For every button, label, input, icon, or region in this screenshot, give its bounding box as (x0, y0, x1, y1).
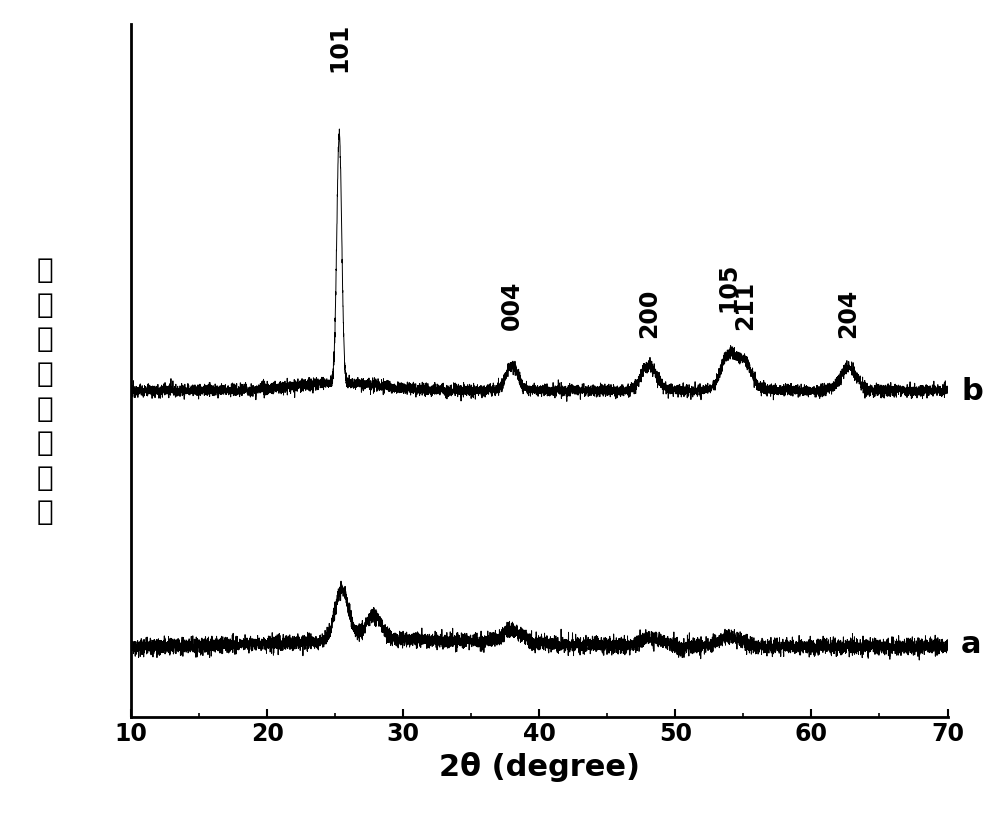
Text: 105: 105 (717, 262, 741, 312)
X-axis label: 2θ (degree): 2θ (degree) (438, 751, 640, 782)
Text: 211: 211 (733, 281, 757, 330)
Text: 强
度
（
任
意
单
位
）: 强 度 （ 任 意 单 位 ） (37, 256, 53, 526)
Text: 204: 204 (837, 289, 860, 338)
Text: b: b (962, 377, 983, 407)
Text: 200: 200 (637, 289, 661, 338)
Text: 101: 101 (328, 22, 351, 72)
Text: 004: 004 (500, 281, 524, 330)
Text: a: a (962, 631, 982, 659)
